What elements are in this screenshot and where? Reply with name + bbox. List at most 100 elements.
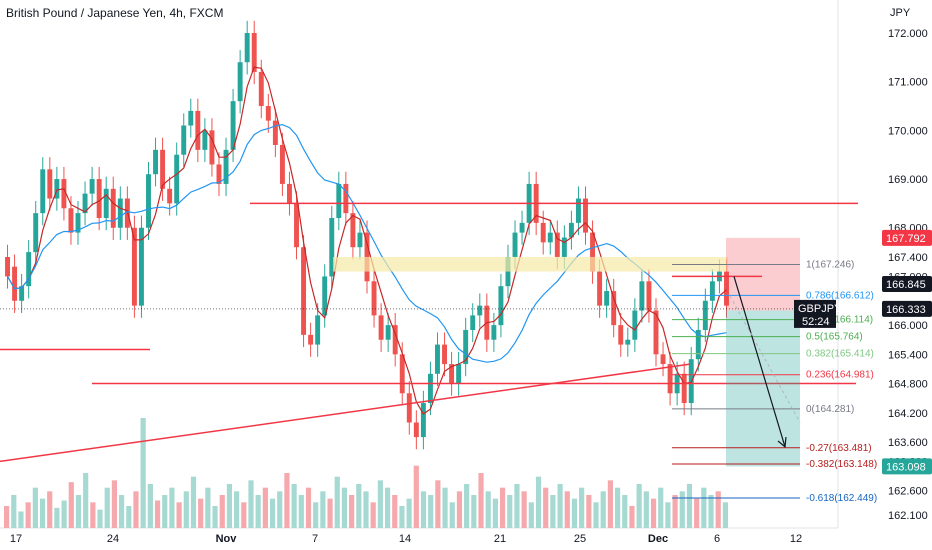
y-tick-label: 162.100 <box>888 510 928 522</box>
candle-body <box>477 305 483 316</box>
volume-bar <box>4 506 10 528</box>
volume-bar <box>25 502 31 528</box>
volume-bar <box>650 498 657 528</box>
volume-bar <box>198 498 204 528</box>
volume-bar <box>255 495 261 528</box>
volume-bar <box>212 506 218 528</box>
candle-body <box>258 71 264 107</box>
supply-zone <box>333 256 728 272</box>
candle-body <box>505 256 511 287</box>
candle-body <box>604 291 610 306</box>
candle-body <box>442 344 448 365</box>
target-zone <box>726 310 800 467</box>
fib-level-label: 0.382(165.414) <box>806 349 874 360</box>
volume-bar <box>377 480 383 528</box>
volume-bar <box>535 476 542 528</box>
candle-body <box>371 281 377 316</box>
fib-level-label: -0.27(163.481) <box>806 443 872 454</box>
projection-arrow-head <box>777 437 787 449</box>
volume-bar <box>277 491 283 528</box>
volume-bar <box>600 491 606 528</box>
volume-bar <box>18 511 24 528</box>
volume-bar <box>11 495 17 528</box>
volume-bar <box>708 495 714 528</box>
volume-bar <box>39 498 46 528</box>
volume-bar <box>219 495 225 528</box>
x-tick-label: Dec <box>648 533 668 545</box>
price-axis[interactable] <box>838 0 932 550</box>
volume-bar <box>471 495 477 528</box>
volume-bar <box>320 491 326 528</box>
candle-body <box>167 188 173 204</box>
candle-body <box>223 149 229 184</box>
volume-bar <box>658 487 664 528</box>
fib-level-label: -0.618(162.449) <box>806 493 877 504</box>
volume-bar <box>133 491 139 528</box>
candle-body <box>597 271 603 306</box>
x-tick-label: 14 <box>399 533 411 545</box>
price-tag <box>882 229 932 246</box>
x-tick-label: 6 <box>714 533 720 545</box>
volume-bar <box>420 491 427 528</box>
candle-body <box>343 183 349 214</box>
y-tick-label: 169.000 <box>888 174 928 186</box>
volume-bar <box>428 495 434 528</box>
candle-body <box>47 169 53 199</box>
candle-body <box>702 300 708 330</box>
volume-bar <box>499 487 506 528</box>
volume-bar <box>406 498 412 528</box>
chart-title: British Pound / Japanese Yen, 4h, FXCM <box>6 6 224 20</box>
candle-body <box>378 315 384 340</box>
volume-bar <box>205 487 211 528</box>
candle-body <box>61 179 67 209</box>
candle-body <box>590 232 596 272</box>
volume-bar <box>464 484 470 528</box>
candle-body <box>470 315 476 330</box>
y-tick-label: 165.400 <box>888 349 928 361</box>
volume-bar <box>248 480 254 528</box>
candle-body <box>301 247 307 335</box>
candle-body <box>294 203 299 248</box>
volume-bar <box>571 498 578 528</box>
volume-bar <box>162 495 168 528</box>
volume-bar <box>291 484 297 528</box>
volume-bar <box>715 491 721 528</box>
volume-bar <box>104 487 110 528</box>
candle-body <box>639 281 645 311</box>
y-tick-label: 166.000 <box>888 320 928 332</box>
candle-body <box>463 329 469 365</box>
symbol-label: GBPJPY <box>798 303 842 315</box>
candle-body <box>350 213 356 248</box>
fib-level-label: 0.236(164.981) <box>806 370 874 381</box>
candle-body <box>209 130 215 165</box>
candle-body <box>491 325 497 340</box>
volume-bar <box>528 502 534 528</box>
volume-bar <box>47 491 53 528</box>
candle-body <box>117 198 123 228</box>
volume-bar <box>564 491 570 528</box>
candle-body <box>265 106 271 121</box>
candle-body <box>681 373 687 404</box>
currency-label: JPY <box>890 7 911 19</box>
volume-bar <box>435 480 441 528</box>
candle-body <box>216 164 222 184</box>
price-tag-label: 166.333 <box>886 304 926 316</box>
volume-bar <box>83 473 89 528</box>
fib-level-label: 0.5(165.764) <box>806 332 863 343</box>
candle-body <box>5 256 10 277</box>
candle-body <box>40 169 46 214</box>
y-tick-label: 164.800 <box>888 379 928 391</box>
candle-body <box>583 198 588 233</box>
candle-body <box>420 403 426 438</box>
candle-body <box>272 120 278 145</box>
volume-bar <box>356 484 362 528</box>
candle-body <box>174 154 180 204</box>
projection-dashed <box>729 295 801 423</box>
candle-body <box>110 188 116 228</box>
candle-body <box>146 174 151 228</box>
projection-arrow <box>733 276 786 448</box>
volume-bar <box>140 418 146 528</box>
volume-bar <box>399 506 405 528</box>
candle-body <box>540 222 546 243</box>
